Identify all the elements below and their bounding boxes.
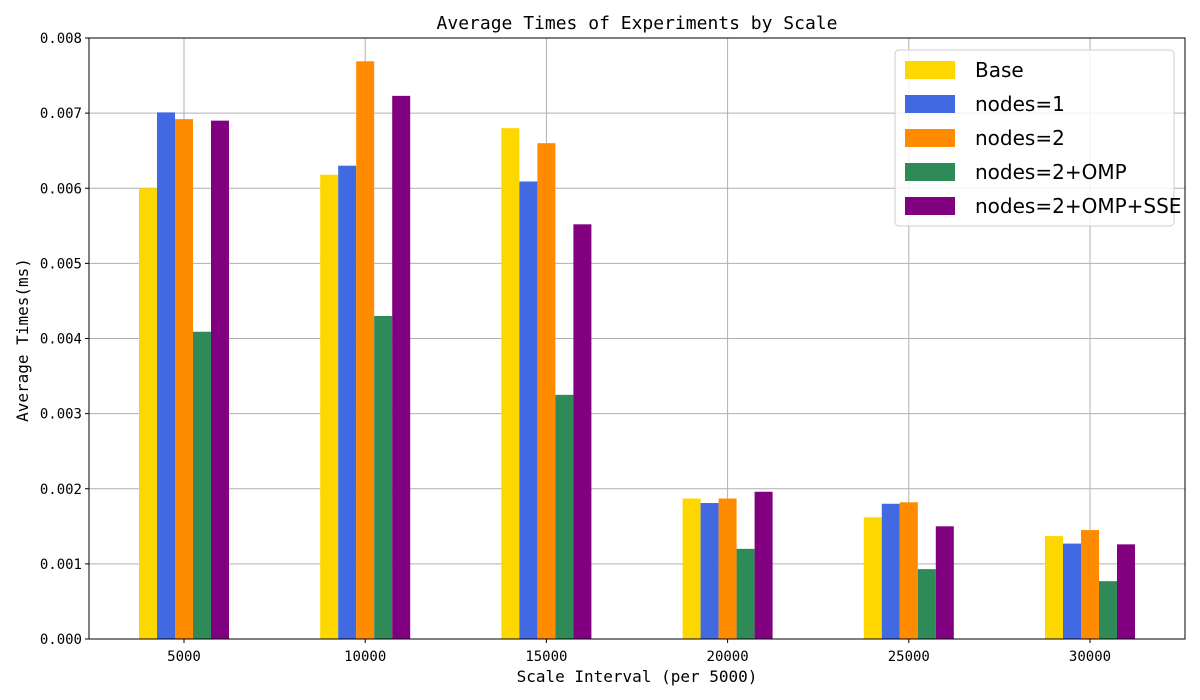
x-tick-label: 15000 [525, 649, 567, 665]
bar-nodes-2-omp-sse-15000 [573, 224, 592, 639]
bar-base-5000 [139, 188, 157, 639]
legend: Base nodes=1 nodes=2 nodes=2+OMP nodes=2+OMP… [894, 49, 1181, 227]
y-tick-label: 0.002 [40, 482, 82, 498]
bar-base-30000 [1045, 536, 1063, 639]
bar-nodes-1-30000 [1063, 543, 1081, 639]
chart-title: Average Times of Experiments by Scale [437, 13, 838, 34]
bar-base-15000 [501, 128, 520, 639]
bar-base-20000 [682, 498, 701, 639]
bar-nodes-1-10000 [338, 165, 357, 639]
bars [139, 61, 1135, 640]
legend-swatch [905, 95, 955, 113]
y-tick-label: 0.008 [40, 31, 82, 47]
legend-label: nodes=2 [975, 126, 1065, 150]
y-tick-label: 0.000 [40, 632, 82, 648]
x-axis-title: Scale Interval (per 5000) [517, 667, 758, 686]
bar-nodes-2-omp-25000 [917, 569, 936, 639]
y-tick-label: 0.001 [40, 557, 82, 573]
legend-label: nodes=1 [975, 92, 1065, 116]
bar-nodes-1-20000 [700, 503, 719, 639]
y-tick-label: 0.003 [40, 407, 82, 423]
bar-nodes-2-omp-15000 [555, 394, 574, 639]
bar-nodes-1-5000 [157, 112, 175, 639]
bar-nodes-2-20000 [718, 498, 737, 639]
x-axis-ticks: 5000 10000 15000 20000 25000 30000 [167, 639, 1111, 665]
bar-nodes-2-omp-sse-30000 [1117, 544, 1135, 639]
legend-label: nodes=2+OMP [975, 160, 1127, 184]
y-tick-label: 0.005 [40, 256, 82, 272]
bar-nodes-2-omp-sse-25000 [935, 526, 954, 639]
bar-nodes-2-omp-sse-10000 [392, 95, 411, 639]
bar-nodes-2-omp-sse-20000 [754, 491, 773, 639]
bar-nodes-2-30000 [1081, 530, 1099, 639]
y-axis-title: Average Times(ms) [13, 258, 32, 422]
legend-swatch [905, 163, 955, 181]
legend-label: nodes=2+OMP+SSE [975, 194, 1181, 218]
bar-nodes-2-omp-30000 [1099, 581, 1117, 639]
y-axis-ticks: 0.000 0.001 0.002 0.003 0.004 0.005 0.006 0.007… [40, 31, 89, 648]
bar-nodes-2-omp-5000 [193, 331, 211, 639]
bar-nodes-2-omp-20000 [736, 548, 755, 639]
bar-nodes-2-omp-sse-5000 [211, 120, 229, 639]
bar-nodes-2-10000 [356, 61, 375, 639]
legend-box [894, 49, 1175, 227]
y-tick-label: 0.004 [40, 332, 82, 348]
x-tick-label: 10000 [344, 649, 386, 665]
bar-nodes-1-15000 [519, 181, 538, 639]
legend-swatch [905, 129, 955, 147]
x-tick-label: 20000 [707, 649, 749, 665]
y-tick-label: 0.007 [40, 106, 82, 122]
y-tick-label: 0.006 [40, 181, 82, 197]
x-tick-label: 5000 [167, 649, 201, 665]
legend-swatch [905, 197, 955, 215]
legend-label: Base [975, 58, 1024, 82]
bar-nodes-2-25000 [899, 502, 918, 639]
bar-nodes-2-5000 [175, 119, 193, 639]
legend-swatch [905, 61, 955, 79]
bar-base-10000 [320, 174, 339, 640]
bar-nodes-2-15000 [537, 143, 556, 640]
bar-base-25000 [863, 517, 882, 639]
bar-nodes-2-omp-10000 [374, 315, 393, 639]
bar-nodes-1-25000 [881, 503, 900, 639]
x-tick-label: 25000 [888, 649, 930, 665]
x-tick-label: 30000 [1069, 649, 1111, 665]
